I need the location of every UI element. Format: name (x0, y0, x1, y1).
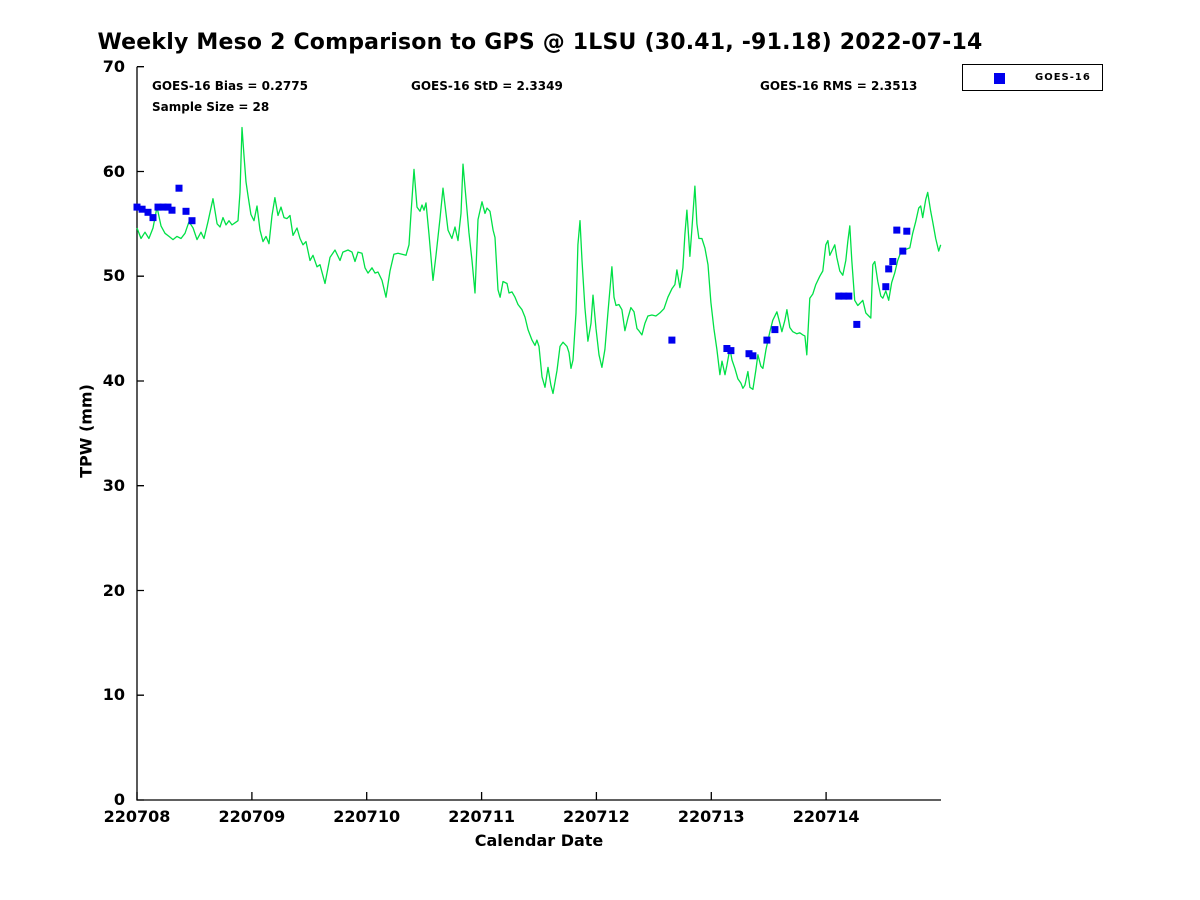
xtick-220708: 220708 (103, 807, 171, 826)
xtick-220712: 220712 (562, 807, 630, 826)
ytick-50: 50 (102, 266, 125, 286)
stat-std: GOES-16 StD = 2.3349 (411, 79, 563, 93)
xtick-220710: 220710 (333, 807, 401, 826)
ytick-60: 60 (102, 161, 125, 181)
ytick-70: 70 (102, 56, 125, 76)
goes16-square-marker-icon (994, 73, 1005, 84)
gps-tpw-line (136, 126, 942, 395)
legend-label-goes16: GOES-16 (1035, 72, 1091, 83)
xtick-220713: 220713 (677, 807, 745, 826)
goes16-points (133, 184, 911, 360)
axis-spines (136, 66, 941, 801)
stat-sample-size: Sample Size = 28 (152, 100, 270, 114)
axis-ticks (136, 66, 827, 801)
ytick-30: 30 (102, 475, 125, 495)
xtick-220711: 220711 (448, 807, 515, 826)
stat-rms: GOES-16 RMS = 2.3513 (760, 79, 918, 93)
stat-bias: GOES-16 Bias = 0.2775 (152, 79, 308, 93)
legend-box[interactable]: GOES-16 (962, 64, 1103, 91)
ytick-40: 40 (102, 371, 125, 390)
x-axis-label: Calendar Date (474, 831, 604, 850)
xtick-220709: 220709 (218, 807, 286, 826)
y-axis-label: TPW (mm) (76, 384, 96, 478)
xtick-220714: 220714 (792, 807, 860, 826)
ytick-10: 10 (102, 685, 125, 705)
ytick-0: 0 (113, 790, 125, 809)
chart-title: Weekly Meso 2 Comparison to GPS @ 1LSU (… (97, 30, 983, 55)
ytick-20: 20 (102, 580, 125, 600)
